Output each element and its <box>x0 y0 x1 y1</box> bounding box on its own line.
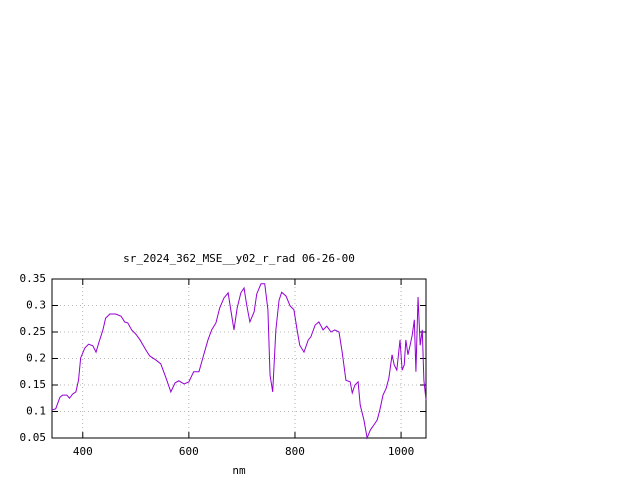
x-tick-label: 400 <box>73 445 93 458</box>
x-tick-label: 600 <box>179 445 199 458</box>
y-tick-label: 0.2 <box>26 352 46 365</box>
y-tick-label: 0.3 <box>26 299 46 312</box>
y-tick-label: 0.25 <box>20 325 47 338</box>
data-line <box>51 283 427 440</box>
y-tick-label: 0.05 <box>20 431 47 444</box>
y-tick-label: 0.15 <box>20 378 47 391</box>
x-axis-label: nm <box>232 464 246 477</box>
chart-title: sr_2024_362_MSE__y02_r_rad 06-26-00 <box>123 252 355 265</box>
y-tick-label: 0.35 <box>20 272 47 285</box>
x-tick-label: 800 <box>285 445 305 458</box>
plot-border <box>51 278 427 439</box>
x-tick-label: 1000 <box>388 445 415 458</box>
y-tick-label: 0.1 <box>26 405 46 418</box>
